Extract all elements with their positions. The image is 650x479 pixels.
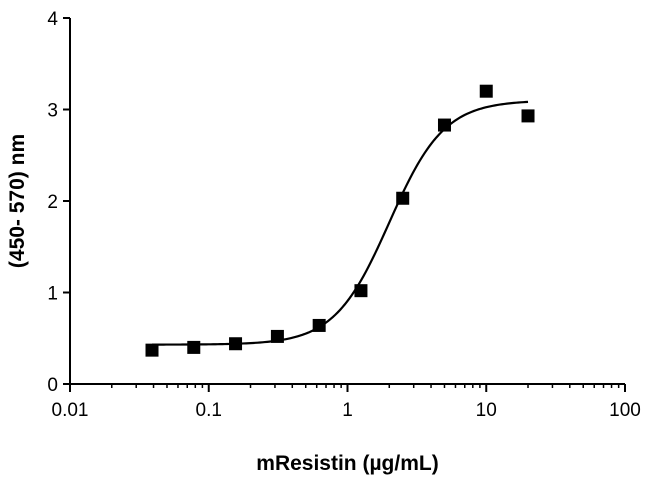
fit-curve	[152, 100, 529, 346]
y-tick-label: 1	[47, 284, 58, 305]
y-tick-label: 2	[47, 192, 58, 213]
x-ticks: 0.01 0.1 1 10 100	[52, 384, 641, 421]
y-tick-label: 4	[47, 9, 58, 30]
x-axis-title: mResistin (µg/mL)	[256, 452, 438, 475]
data-point	[437, 118, 451, 132]
data-point	[479, 84, 493, 98]
data-points	[145, 84, 535, 357]
x-tick-label: 10	[476, 400, 497, 421]
data-point	[187, 340, 201, 354]
y-ticks: 0 1 2 3 4	[47, 9, 70, 396]
y-tick-label: 0	[47, 375, 58, 396]
data-point	[396, 191, 410, 205]
y-axis-title: (450- 570) nm	[6, 134, 29, 268]
data-point	[354, 284, 368, 298]
data-point	[312, 318, 326, 332]
x-tick-label: 0.1	[196, 400, 222, 421]
axes	[69, 18, 625, 385]
data-point	[521, 109, 535, 123]
y-tick-label: 3	[47, 101, 58, 122]
data-point	[270, 329, 284, 343]
x-tick-label: 100	[609, 400, 641, 421]
x-tick-label: 1	[342, 400, 353, 421]
data-point	[229, 337, 243, 351]
data-point	[145, 343, 159, 357]
x-tick-label: 0.01	[52, 400, 89, 421]
